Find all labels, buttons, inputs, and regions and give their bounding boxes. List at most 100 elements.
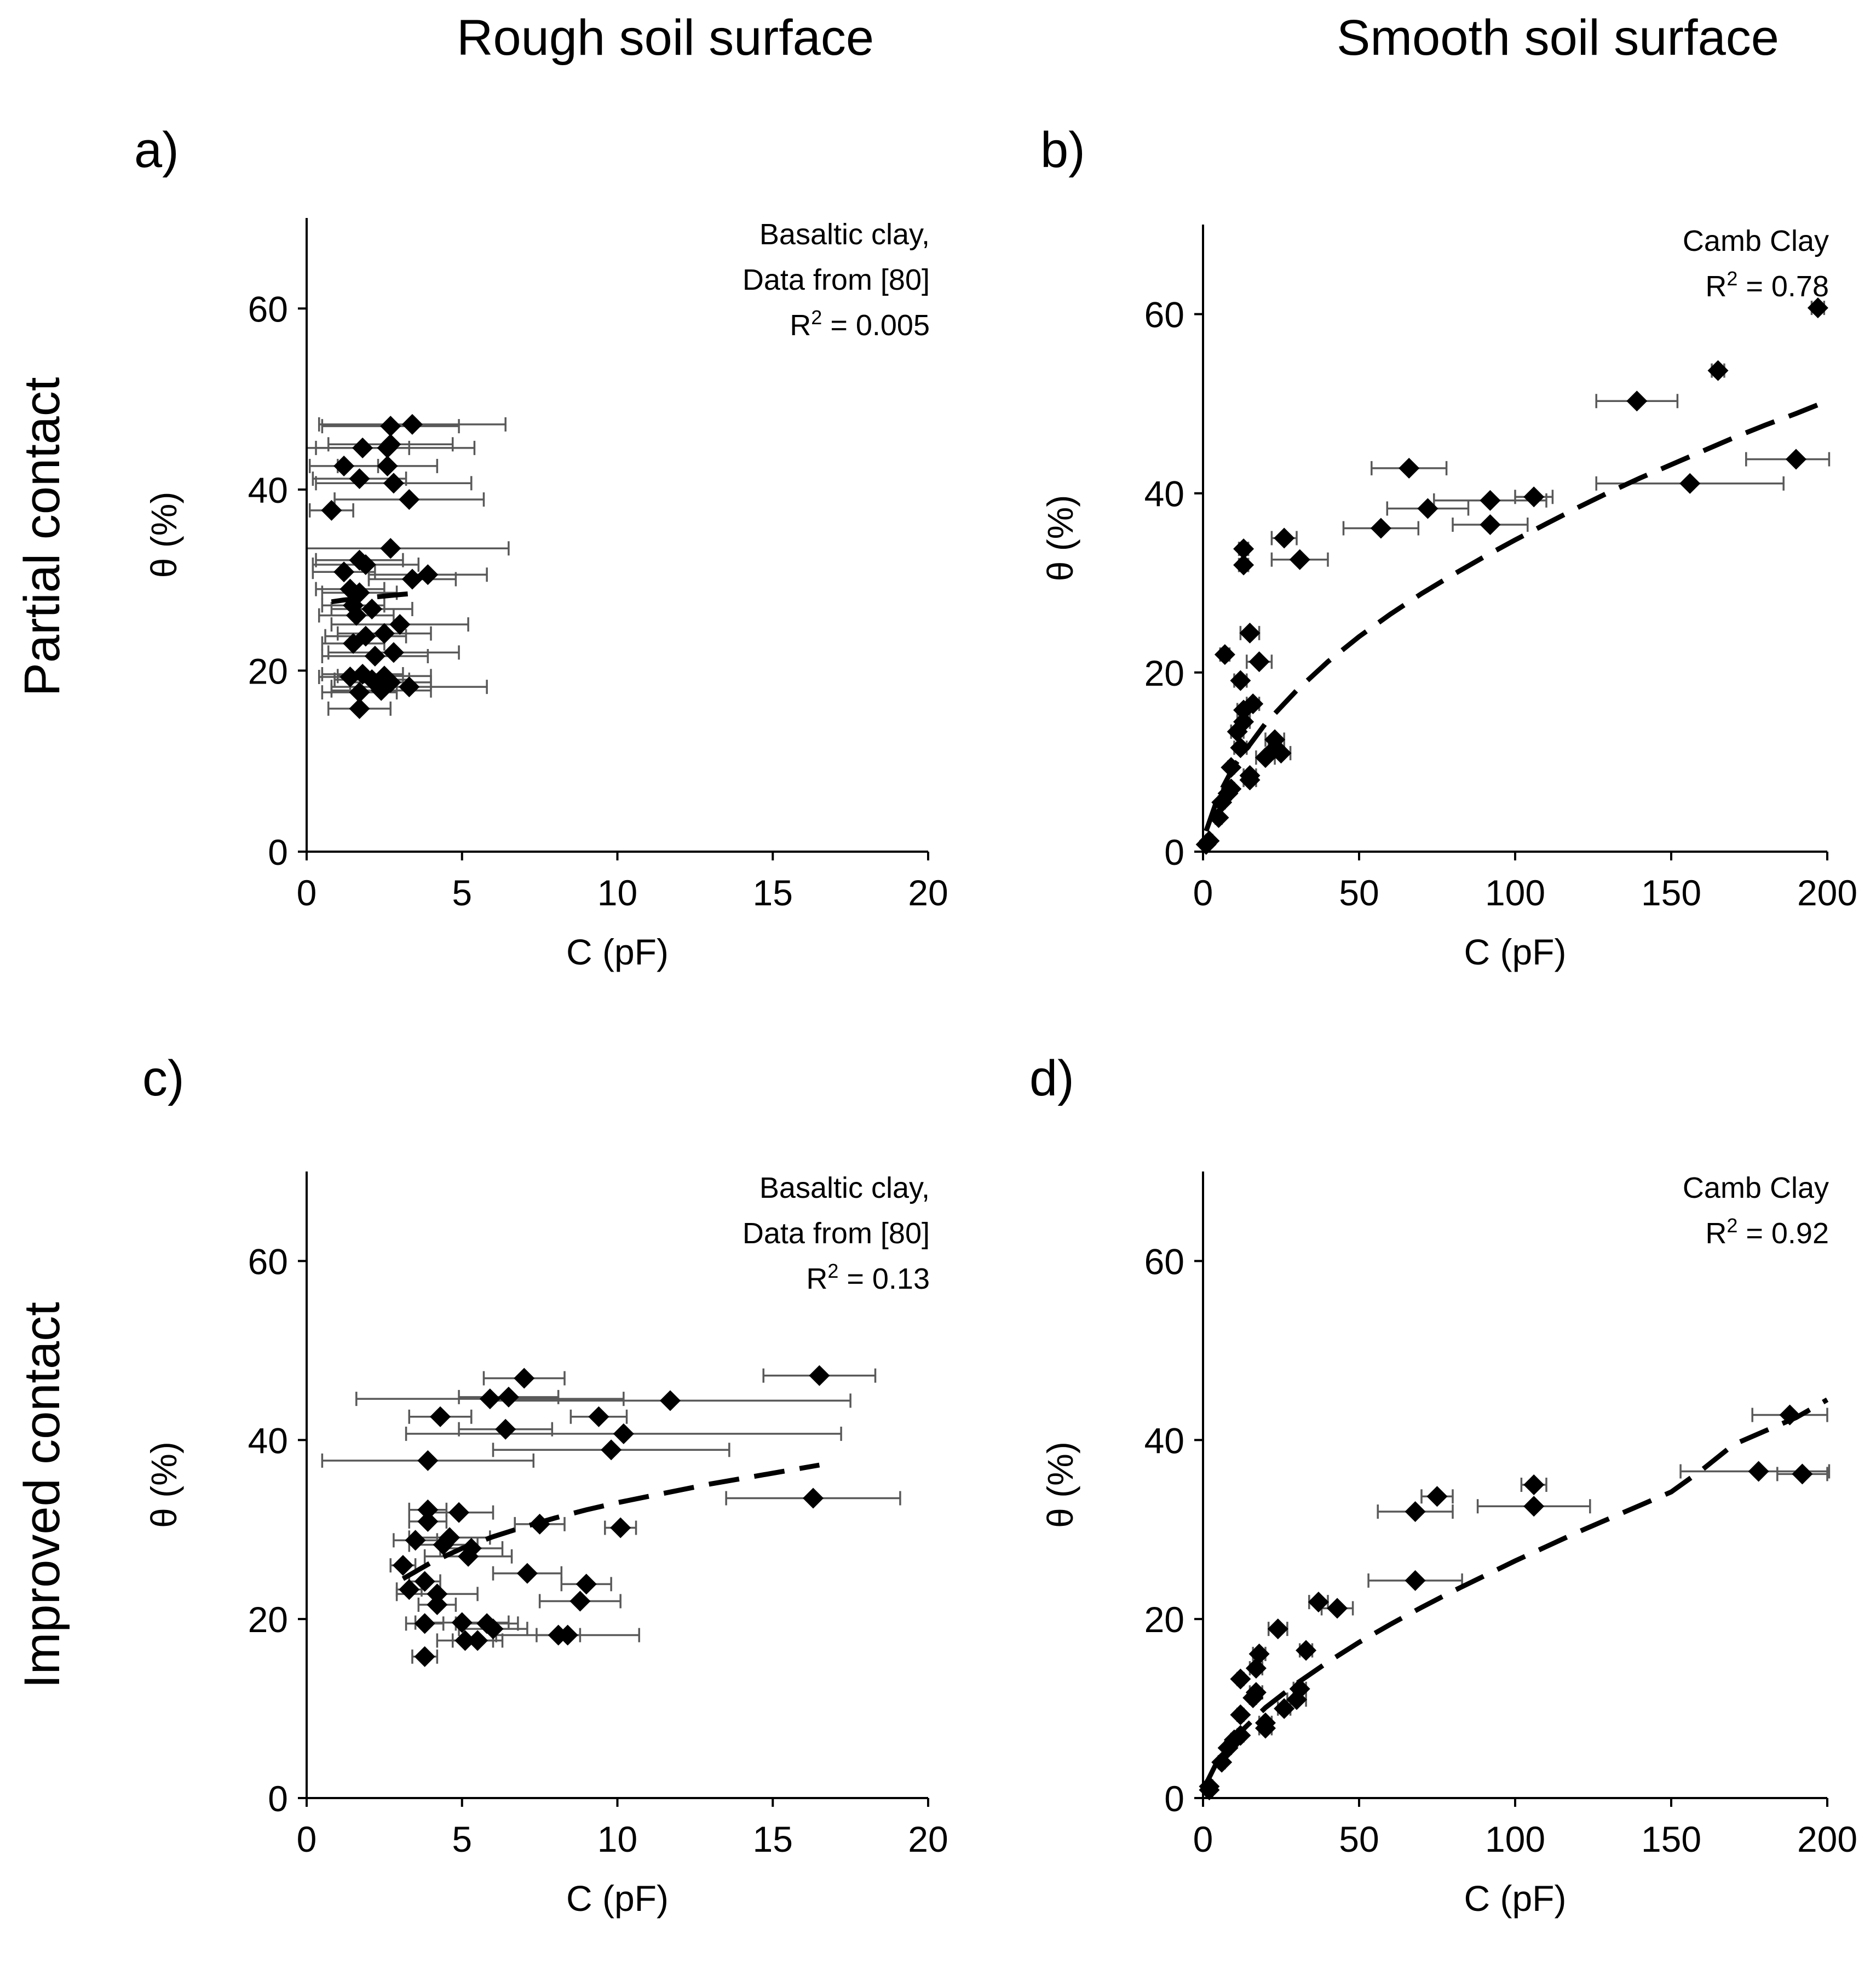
- panel-label-a: a): [134, 122, 179, 178]
- panel-d: d) 0 50 100 150 200 0 20 40 60 C (pF) θ (%) Camb…: [1029, 1050, 1857, 1919]
- panel-a-x-tick-label: 5: [452, 872, 472, 913]
- panel-d-y-tick-label: 60: [1144, 1241, 1184, 1282]
- panel-a-markers: [321, 414, 439, 719]
- panel-a-data-point: [355, 554, 376, 576]
- panel-c-data-point: [495, 1419, 516, 1440]
- panel-a-data-point: [352, 437, 373, 458]
- panel-c-data-point: [451, 1612, 473, 1633]
- panel-a-r2-value: = 0.005: [822, 309, 930, 342]
- panel-c-data-point: [576, 1574, 597, 1595]
- panel-d-y-tick-label: 40: [1144, 1420, 1184, 1461]
- panel-b-data-point: [1523, 486, 1545, 508]
- panel-d-data-point: [1255, 1718, 1276, 1739]
- panel-c-x-tick-label: 20: [908, 1819, 948, 1859]
- panel-d-data-point: [1267, 1618, 1288, 1640]
- panel-a-data-point: [373, 623, 395, 644]
- panel-b-data-point: [1233, 699, 1254, 721]
- panel-c-data-point: [803, 1488, 824, 1509]
- panel-a-data-point: [349, 682, 370, 703]
- panel-a: a) 0 5 10 15 20 0 20 40 60 C (pF) θ (%) Basaltic…: [134, 122, 948, 972]
- panel-d-x-tick-label: 200: [1797, 1819, 1857, 1859]
- panel-b-y-tick-label: 60: [1144, 295, 1184, 335]
- panel-d-data-point: [1230, 1668, 1251, 1690]
- panel-a-data-point: [389, 614, 411, 635]
- panel-d-trendline: [1204, 1397, 1829, 1785]
- panel-a-y-tick-label: 20: [248, 651, 288, 691]
- panel-a-x-tick-label: 15: [753, 872, 793, 913]
- panel-c-data-point: [417, 1499, 439, 1520]
- panel-a-r2-sup: 2: [811, 306, 822, 329]
- panel-c-y-axis-label: θ (%): [143, 1442, 184, 1528]
- panel-d-r2-value: = 0.92: [1737, 1217, 1829, 1250]
- panel-b-y-tick-label: 20: [1144, 653, 1184, 693]
- panel-c-data-point: [659, 1390, 681, 1411]
- panel-c-y-tick-label: 60: [248, 1241, 288, 1282]
- panel-d-data-point: [1327, 1598, 1348, 1619]
- panel-b-data-point: [1239, 769, 1261, 791]
- panel-a-annotation-line-2: Data from [80]: [743, 263, 930, 296]
- panel-b-data-point: [1230, 670, 1251, 691]
- panel-b-r2-value: = 0.78: [1737, 270, 1829, 303]
- panel-c-data-point: [601, 1439, 622, 1461]
- row-title-improved-contact: Improved contact: [14, 1302, 70, 1689]
- panel-d-data-point: [1405, 1570, 1426, 1591]
- panel-c-annotation-line-2: Data from [80]: [743, 1217, 930, 1250]
- panel-a-trendline: [331, 590, 422, 605]
- panel-b-data-point: [1214, 644, 1235, 665]
- panel-b-data-point: [1195, 834, 1217, 855]
- panel-d-data-point: [1523, 1496, 1545, 1517]
- panel-b-data-point: [1807, 297, 1828, 319]
- panel-a-data-point: [383, 642, 404, 663]
- panel-a-x-axis-label: C (pF): [566, 932, 669, 972]
- panel-d-x-tick-label: 50: [1339, 1819, 1379, 1859]
- panel-d-data-point: [1792, 1463, 1813, 1485]
- panel-d-r-squared: R2 = 0.92: [1705, 1214, 1829, 1250]
- panel-a-data-point: [380, 538, 401, 559]
- panel-c-data-point: [479, 1388, 500, 1410]
- panel-d-x-tick-label: 0: [1193, 1819, 1213, 1859]
- panel-d-data-point: [1296, 1640, 1317, 1661]
- panel-c-data-point: [809, 1365, 830, 1386]
- panel-a-data-point: [371, 680, 392, 701]
- panel-b-data-point: [1239, 622, 1261, 644]
- panel-d-data-point: [1523, 1474, 1545, 1495]
- panel-a-data-point: [417, 564, 439, 585]
- panel-a-y-tick-label: 40: [248, 470, 288, 510]
- panel-c-data-point: [613, 1423, 634, 1444]
- panel-c-data-point: [405, 1530, 426, 1551]
- panel-b: b) 0 50 100 150 200 0 20 40 60 C (pF) θ (%) Camb…: [1040, 122, 1857, 972]
- panel-c-data-point: [569, 1590, 591, 1612]
- panel-c-data-point: [392, 1555, 413, 1576]
- panel-d-r2-sup: 2: [1727, 1214, 1737, 1237]
- panel-c-x-axis-label: C (pF): [566, 1878, 669, 1919]
- panel-d-y-axis-label: θ (%): [1040, 1442, 1080, 1528]
- panel-b-data-point: [1233, 554, 1254, 576]
- panel-b-y-tick-label: 40: [1144, 474, 1184, 514]
- panel-c-data-point: [430, 1406, 451, 1427]
- panel-a-data-point: [399, 489, 420, 510]
- panel-b-data-point: [1227, 721, 1248, 742]
- panel-b-data-point: [1786, 449, 1806, 470]
- panel-b-x-tick-label: 100: [1485, 872, 1545, 913]
- panel-b-data-point: [1707, 360, 1729, 381]
- panel-d-data-point: [1308, 1592, 1329, 1613]
- column-title-rough: Rough soil surface: [457, 10, 874, 66]
- panel-b-data-point: [1417, 498, 1438, 519]
- panel-c-error-bars: [321, 1368, 901, 1664]
- panel-b-markers: [1195, 297, 1828, 855]
- panel-c-data-point: [588, 1406, 609, 1427]
- panel-d-data-point: [1748, 1461, 1769, 1482]
- panel-b-data-point: [1399, 457, 1420, 479]
- panel-a-data-point: [364, 645, 385, 667]
- panel-c-x-tick-label: 5: [452, 1819, 472, 1859]
- panel-label-d: d): [1029, 1050, 1074, 1106]
- panel-a-y-axis-label: θ (%): [143, 492, 184, 578]
- panel-b-trendline: [1204, 399, 1828, 832]
- panel-d-x-tick-label: 150: [1641, 1819, 1701, 1859]
- panel-a-r2-prefix: R: [790, 309, 811, 342]
- panel-c-data-point: [414, 1646, 435, 1667]
- panel-b-data-point: [1230, 737, 1251, 759]
- panel-label-b: b): [1040, 122, 1085, 178]
- panel-c-data-point: [448, 1502, 470, 1523]
